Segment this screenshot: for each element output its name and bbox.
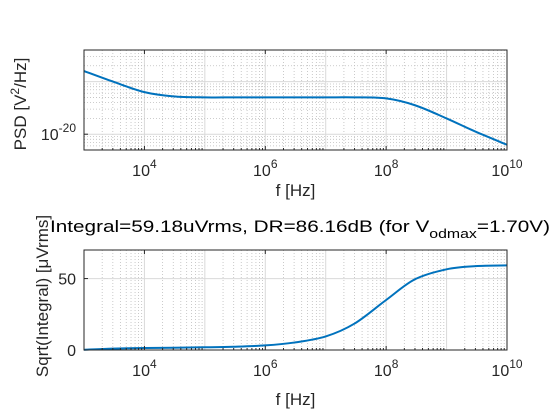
plot-background: [84, 50, 507, 150]
y-tick-label: 10-20: [41, 121, 76, 144]
y-axis-label: PSD [V2/Hz]: [8, 58, 30, 151]
x-tick-label: 104: [132, 157, 157, 180]
integral-series-line: [83, 264, 508, 351]
plot-area-1: [83, 50, 507, 150]
y-tick-label: 0: [67, 343, 76, 360]
psd-series-line: [83, 70, 508, 146]
x-tick-label: 1010: [491, 157, 522, 180]
y-tick-label: 50: [58, 272, 76, 289]
x-tick-label: 108: [374, 357, 399, 380]
x-axis-label: f [Hz]: [276, 181, 316, 200]
x-tick-label: 106: [253, 157, 278, 180]
plot-frame-1: [83, 49, 508, 151]
x-tick-label: 106: [253, 357, 278, 380]
x-tick-label: 1010: [491, 357, 522, 380]
x-tick-label: 104: [132, 357, 157, 380]
plot-background: [84, 250, 507, 350]
x-axis-label: f [Hz]: [276, 390, 316, 409]
plot-area-2: [83, 250, 507, 351]
x-tick-label: 108: [374, 157, 399, 180]
plot-frame-2: [83, 249, 508, 351]
y-axis-label: Sqrt(Integral) [μVrms]: [33, 215, 52, 377]
